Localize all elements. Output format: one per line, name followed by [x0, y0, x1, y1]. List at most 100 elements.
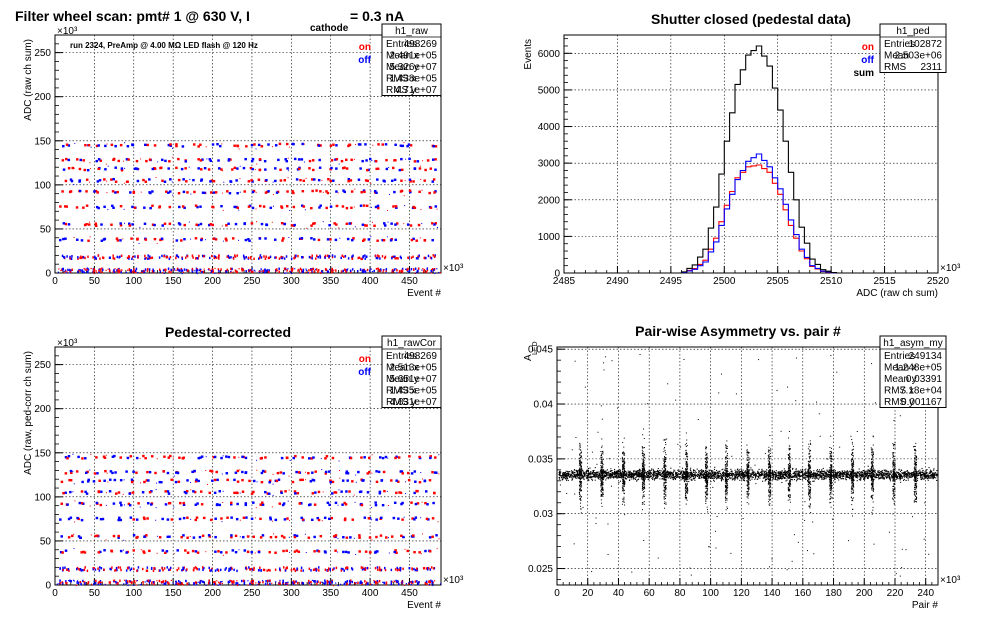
on-point [199, 143, 202, 146]
asym-point [638, 468, 641, 470]
transition-point [420, 209, 422, 211]
asym-point [718, 477, 720, 479]
off-point [231, 267, 233, 271]
on-point [186, 191, 189, 194]
baseline-point [285, 582, 287, 584]
off-point [362, 189, 366, 192]
asym-point [779, 471, 781, 473]
y-tick-label: 150 [34, 448, 51, 459]
off-point [244, 238, 248, 242]
on-point [250, 567, 252, 571]
on-point [324, 568, 327, 571]
on-point [275, 479, 279, 483]
on-point [294, 454, 297, 458]
off-point [244, 157, 247, 161]
on-point [236, 206, 240, 210]
off-point [414, 568, 417, 572]
on-point [302, 179, 306, 182]
transition-point [387, 209, 389, 211]
asym-point [586, 474, 588, 476]
baseline-point [170, 269, 172, 271]
on-point [379, 534, 383, 537]
transition-point [403, 195, 405, 197]
on-point [214, 191, 218, 194]
baseline-point [218, 272, 220, 275]
on-point [203, 255, 205, 258]
off-point [219, 551, 223, 554]
asym-point [701, 475, 703, 477]
asym-point [605, 473, 608, 475]
x-tick-label: 300 [283, 276, 300, 287]
baseline-point [331, 272, 333, 274]
asym-point [635, 477, 637, 479]
on-point [65, 568, 68, 571]
baseline-point [402, 269, 404, 271]
asym-point [701, 470, 703, 472]
on-point [220, 517, 223, 520]
asym-point [899, 475, 902, 477]
off-point [407, 143, 411, 146]
off-point [67, 455, 71, 458]
on-point [292, 205, 296, 209]
asym-point [729, 472, 731, 474]
on-point [202, 270, 205, 274]
on-point [428, 580, 431, 583]
transition-point [190, 193, 192, 195]
off-point [334, 501, 338, 505]
off-point [363, 516, 367, 519]
on-point [167, 456, 171, 459]
off-point [179, 581, 181, 584]
on-point [199, 490, 203, 493]
off-point [203, 580, 205, 584]
baseline-point [294, 268, 296, 270]
off-point [324, 581, 327, 584]
off-point [400, 256, 402, 260]
transition-point [353, 494, 355, 496]
off-point [97, 206, 100, 210]
on-point [246, 535, 250, 538]
baseline-point [321, 270, 323, 272]
off-point [342, 550, 345, 554]
on-point [429, 167, 433, 170]
off-point [240, 579, 243, 583]
x-tick-label: 140 [764, 588, 781, 599]
baseline-point [310, 268, 312, 270]
on-point [119, 566, 122, 569]
transition-point [188, 221, 190, 223]
off-point [359, 204, 363, 207]
off-point [180, 167, 184, 171]
on-point [330, 516, 333, 520]
on-point [297, 550, 301, 553]
asym-point [921, 467, 923, 470]
off-point [428, 536, 432, 539]
transition-point [72, 491, 74, 493]
off-point [347, 257, 350, 260]
asym-point [575, 474, 577, 476]
on-point [308, 579, 310, 583]
on-point [283, 267, 286, 271]
transition-point [288, 146, 290, 148]
off-point [394, 143, 397, 146]
on-point [233, 166, 237, 170]
on-point [423, 566, 426, 570]
off-point [317, 255, 319, 259]
off-point [203, 166, 207, 170]
off-point [265, 580, 267, 583]
off-point [132, 470, 135, 473]
off-point [244, 502, 248, 505]
on-point [264, 257, 267, 261]
on-point [374, 580, 377, 584]
off-point [362, 268, 364, 272]
on-point [308, 159, 312, 163]
baseline-point [440, 583, 442, 585]
on-point [59, 205, 62, 208]
on-point [275, 268, 278, 271]
asym-point [828, 476, 830, 478]
baseline-point [253, 269, 255, 271]
on-point [182, 501, 185, 505]
asym-point [883, 473, 885, 475]
off-point [59, 551, 63, 554]
on-point [151, 204, 154, 207]
on-point [137, 502, 140, 505]
off-point [364, 254, 366, 257]
